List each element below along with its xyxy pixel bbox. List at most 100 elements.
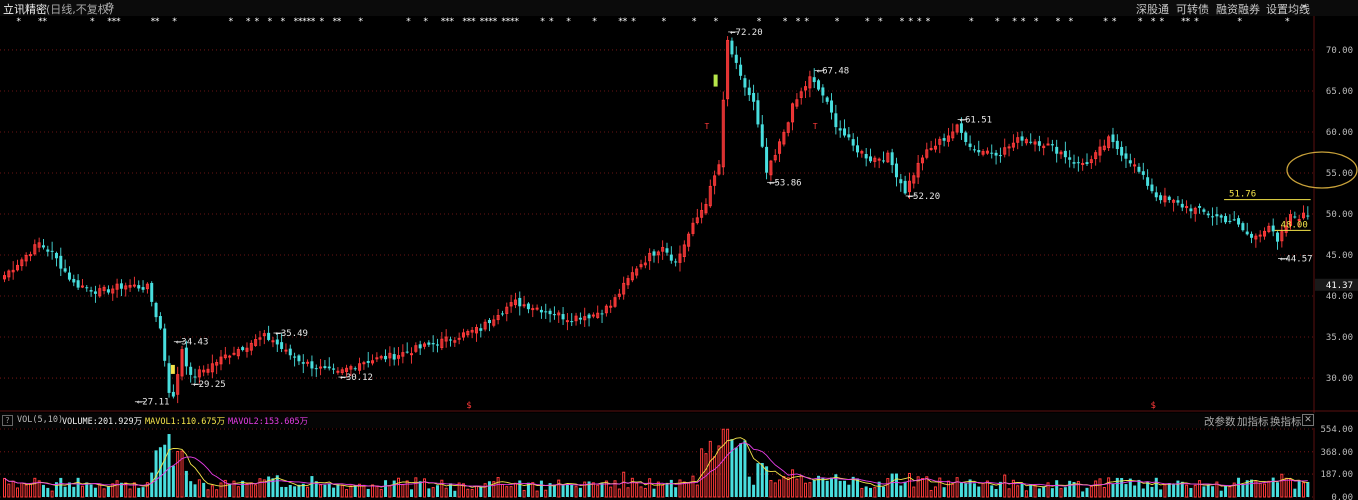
volume-bar-down[interactable]	[890, 473, 894, 497]
volume-bar-up[interactable]	[656, 481, 660, 498]
volume-bar-up[interactable]	[50, 490, 54, 498]
candle-body-up[interactable]	[557, 312, 561, 316]
volume-bar-down[interactable]	[665, 482, 669, 497]
volume-bar-up[interactable]	[626, 487, 630, 498]
candle-body-up[interactable]	[206, 368, 210, 373]
volume-bar-up[interactable]	[639, 486, 643, 498]
candle-body-up[interactable]	[1089, 159, 1093, 164]
volume-bar-down[interactable]	[85, 482, 89, 497]
candle-body-down[interactable]	[812, 77, 816, 83]
stock-name[interactable]: 立讯精密	[3, 3, 47, 16]
volume-bar-down[interactable]	[76, 477, 80, 497]
candle-body-up[interactable]	[778, 141, 782, 154]
candle-body-up[interactable]	[955, 124, 959, 133]
candle-body-up[interactable]	[1258, 234, 1262, 237]
candle-body-up[interactable]	[375, 357, 379, 360]
volume-bar-down[interactable]	[1306, 481, 1310, 497]
candle-body-down[interactable]	[518, 297, 522, 307]
candle-body-down[interactable]	[869, 156, 872, 162]
volume-bar-down[interactable]	[674, 487, 678, 497]
volume-bar-down[interactable]	[903, 481, 907, 497]
candle-body-up[interactable]	[20, 259, 24, 267]
candle-body-up[interactable]	[1263, 230, 1267, 237]
candle-body-down[interactable]	[297, 355, 301, 362]
candle-body-down[interactable]	[1189, 208, 1193, 212]
volume-bar-up[interactable]	[223, 479, 227, 498]
candle-body-down[interactable]	[752, 92, 756, 102]
volume-bar-up[interactable]	[691, 475, 695, 498]
volume-bar-up[interactable]	[461, 483, 465, 498]
volume-bar-down[interactable]	[877, 481, 881, 497]
volume-bar-up[interactable]	[531, 482, 535, 498]
volume-bar-up[interactable]	[1228, 486, 1232, 498]
candle-body-up[interactable]	[626, 278, 630, 286]
volume-bar-down[interactable]	[275, 475, 279, 497]
candle-body-down[interactable]	[998, 155, 1002, 157]
candle-body-up[interactable]	[522, 304, 526, 307]
candle-body-down[interactable]	[1219, 215, 1223, 218]
volume-bar-up[interactable]	[1267, 480, 1271, 498]
volume-bar-down[interactable]	[817, 475, 821, 497]
volume-bar-down[interactable]	[652, 488, 656, 497]
volume-bar-up[interactable]	[873, 487, 877, 498]
add-indicator-button[interactable]: 加指标	[1237, 416, 1269, 428]
candle-body-down[interactable]	[817, 80, 821, 90]
volume-bar-up[interactable]	[197, 479, 201, 498]
volume-bar-down[interactable]	[578, 487, 582, 497]
candle-body-up[interactable]	[691, 222, 695, 234]
volume-bar-down[interactable]	[1120, 478, 1124, 497]
candle-body-up[interactable]	[860, 151, 864, 154]
volume-bar-up[interactable]	[687, 482, 691, 498]
volume-bar-up[interactable]	[791, 469, 795, 498]
candle-body-down[interactable]	[994, 152, 998, 156]
candle-body-up[interactable]	[782, 131, 786, 145]
candle-body-down[interactable]	[479, 328, 483, 331]
volume-bar-down[interactable]	[847, 484, 851, 497]
volume-bar-up[interactable]	[423, 478, 427, 498]
candle-body-up[interactable]	[457, 337, 461, 340]
candle-body-up[interactable]	[583, 316, 587, 321]
candle-body-up[interactable]	[111, 288, 115, 294]
candle-body-down[interactable]	[1037, 141, 1041, 146]
candle-body-up[interactable]	[1185, 206, 1189, 209]
volume-bar-down[interactable]	[167, 434, 171, 497]
volume-bar-down[interactable]	[756, 463, 760, 497]
candle-body-down[interactable]	[1128, 160, 1132, 164]
candle-body-down[interactable]	[1076, 162, 1080, 164]
volume-bar-up[interactable]	[245, 482, 249, 498]
volume-bar-up[interactable]	[916, 476, 920, 498]
candle-body-up[interactable]	[210, 363, 214, 373]
volume-bar-up[interactable]	[7, 483, 11, 498]
candle-body-down[interactable]	[1159, 195, 1163, 201]
volume-bar-up[interactable]	[3, 477, 6, 498]
candle-body-up[interactable]	[124, 285, 128, 290]
candle-body-up[interactable]	[596, 312, 600, 318]
volume-bar-up[interactable]	[622, 471, 626, 498]
candle-body-down[interactable]	[171, 391, 175, 397]
edit-params-button[interactable]: 改参数	[1204, 416, 1236, 428]
candle-body-up[interactable]	[795, 99, 799, 107]
volume-bar-down[interactable]	[89, 484, 93, 497]
candle-body-down[interactable]	[1111, 134, 1115, 143]
candle-body-up[interactable]	[11, 269, 15, 273]
candle-body-down[interactable]	[1150, 184, 1154, 192]
volume-bar-down[interactable]	[730, 439, 734, 497]
candle-body-up[interactable]	[907, 180, 911, 193]
candle-body-down[interactable]	[1228, 220, 1232, 222]
candle-body-up[interactable]	[33, 244, 37, 255]
candle-body-down[interactable]	[1029, 141, 1033, 143]
candle-body-down[interactable]	[600, 313, 604, 315]
candle-body-up[interactable]	[873, 157, 877, 162]
volume-bar-down[interactable]	[150, 472, 154, 497]
candle-body-down[interactable]	[570, 321, 574, 323]
volume-bar-up[interactable]	[886, 478, 890, 498]
candle-body-down[interactable]	[418, 344, 422, 349]
volume-bar-up[interactable]	[24, 484, 28, 498]
candle-body-up[interactable]	[232, 352, 236, 355]
volume-bar-up[interactable]	[1102, 486, 1106, 498]
candle-body-down[interactable]	[1154, 192, 1158, 198]
candle-body-up[interactable]	[799, 91, 803, 98]
candle-body-up[interactable]	[28, 254, 32, 257]
volume-bar-up[interactable]	[102, 488, 106, 498]
volume-bar-up[interactable]	[522, 489, 526, 498]
